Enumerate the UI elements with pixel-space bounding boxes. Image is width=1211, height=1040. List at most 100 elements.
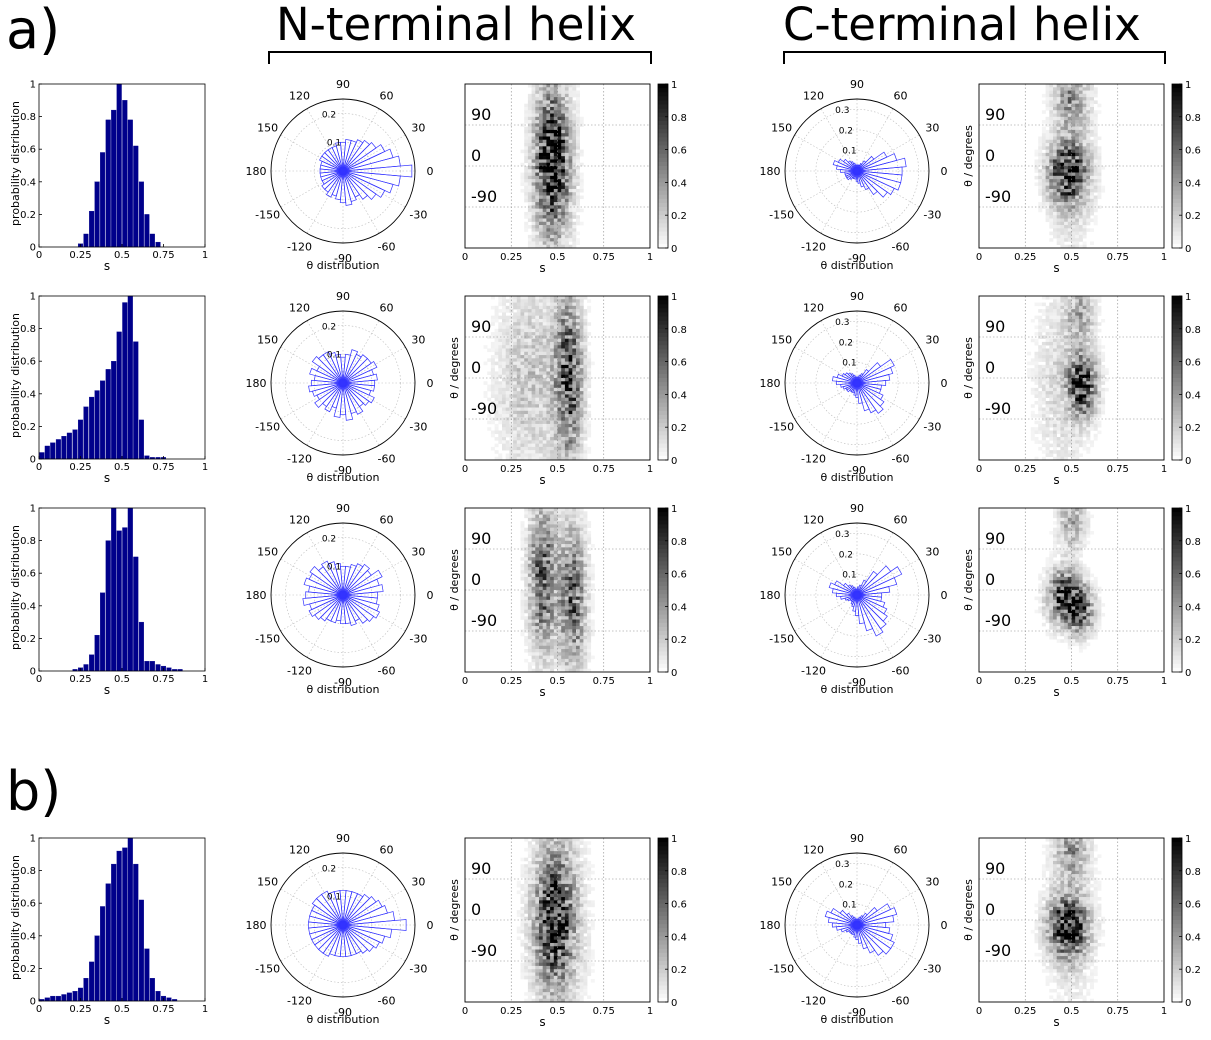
- heat-cell: [553, 228, 558, 232]
- heat-cell: [557, 952, 562, 957]
- heat-cell: [520, 179, 525, 183]
- heat-cell: [550, 305, 555, 310]
- heat-cell: [505, 309, 510, 313]
- heat-cell: [490, 430, 495, 435]
- heat-cell: [542, 335, 547, 339]
- heat-cell: [527, 975, 532, 980]
- heat-cell: [505, 374, 510, 379]
- colorbar-step: [658, 940, 668, 945]
- heat-cell: [524, 169, 529, 173]
- heat-cell: [583, 586, 588, 591]
- heat-cell: [568, 361, 573, 366]
- heat-cell: [568, 632, 573, 637]
- heat-cell: [568, 870, 573, 875]
- heat-cell: [561, 430, 566, 435]
- heat-cell: [527, 962, 532, 967]
- heat-cell: [546, 139, 551, 144]
- heat-cell: [579, 450, 584, 454]
- colorbar-step: [658, 993, 668, 999]
- heat-cell: [539, 514, 543, 519]
- heat-cell: [576, 318, 580, 323]
- heat-cell: [524, 113, 529, 118]
- heat-cell: [583, 446, 588, 451]
- heat-cell: [561, 900, 566, 904]
- heat-cell: [553, 341, 558, 346]
- heat-cell: [576, 364, 580, 369]
- heat-cell: [539, 175, 543, 180]
- heat-cell: [542, 106, 547, 111]
- heat-cell: [527, 456, 532, 461]
- heat-cell: [576, 956, 580, 960]
- x-tick-label: 0.75: [152, 250, 174, 261]
- polar-angle-label: 120: [289, 844, 310, 857]
- heat-cell: [527, 93, 532, 98]
- heat-cell: [564, 355, 569, 359]
- colorbar-step: [658, 883, 668, 888]
- heat-cell: [494, 430, 499, 435]
- heat-cell: [546, 341, 551, 346]
- heat-cell: [568, 583, 573, 588]
- heat-cell: [535, 612, 540, 617]
- heat-cell: [520, 341, 525, 346]
- heat-cell: [568, 169, 573, 173]
- heat-cell: [539, 530, 543, 535]
- heat-cell: [550, 123, 555, 127]
- heat-cell: [550, 540, 555, 545]
- heat-cell: [568, 358, 573, 362]
- heat-cell: [542, 364, 547, 369]
- heat-cell: [513, 371, 518, 376]
- heat-cell: [583, 952, 588, 957]
- heat-cell: [564, 619, 569, 624]
- heat-cell: [579, 913, 584, 918]
- heat-cell: [576, 952, 580, 957]
- heat-cell: [1075, 103, 1080, 108]
- colorbar-step: [658, 536, 668, 542]
- heat-cell: [527, 900, 532, 904]
- heat-cell: [572, 883, 577, 888]
- heat-cell: [535, 521, 540, 525]
- heat-cell: [568, 550, 573, 555]
- heat-cell: [568, 407, 573, 412]
- heat-cell: [524, 338, 529, 343]
- heat-cell: [527, 205, 532, 209]
- heat-cell: [561, 231, 566, 236]
- heat-cell: [542, 877, 547, 881]
- heat-cell: [587, 847, 592, 852]
- heat-cell: [557, 358, 562, 362]
- colorbar-step: [658, 870, 668, 876]
- heat-cell: [561, 583, 566, 588]
- heat-cell: [531, 975, 536, 980]
- colorbar-step: [658, 985, 668, 991]
- heat-cell: [524, 410, 529, 415]
- heat-cell: [542, 576, 547, 581]
- heat-cell: [494, 361, 499, 366]
- heat-cell: [546, 238, 551, 242]
- heat-cell: [561, 358, 566, 362]
- heat-cell: [539, 854, 543, 858]
- heat-cell: [516, 299, 521, 303]
- heat-cell: [487, 348, 492, 353]
- heat-cell: [550, 596, 555, 601]
- heat-cell: [550, 642, 555, 647]
- heat-cell: [550, 949, 555, 954]
- colorbar-step: [658, 182, 668, 187]
- heat-cell: [1078, 97, 1083, 101]
- hist-bar: [144, 455, 150, 460]
- heat-cell: [561, 182, 566, 186]
- heat-cell: [572, 906, 577, 911]
- heat-cell: [535, 325, 540, 330]
- heat-cell: [557, 143, 562, 147]
- heat-y-tick-label: 90: [471, 859, 491, 878]
- heat-cell: [557, 106, 562, 111]
- heat-cell: [539, 573, 543, 578]
- heat-cell: [572, 573, 577, 578]
- heat-cell: [535, 378, 540, 382]
- heat-y-tick-label: 90: [471, 105, 491, 124]
- heat-cell: [553, 456, 558, 461]
- polar-radial-label: 0.1: [327, 563, 341, 573]
- heat-cell: [1090, 103, 1094, 108]
- heat-cell: [564, 325, 569, 330]
- heat-cell: [531, 404, 536, 408]
- heat-cell: [539, 188, 543, 193]
- heat-cell: [572, 345, 577, 349]
